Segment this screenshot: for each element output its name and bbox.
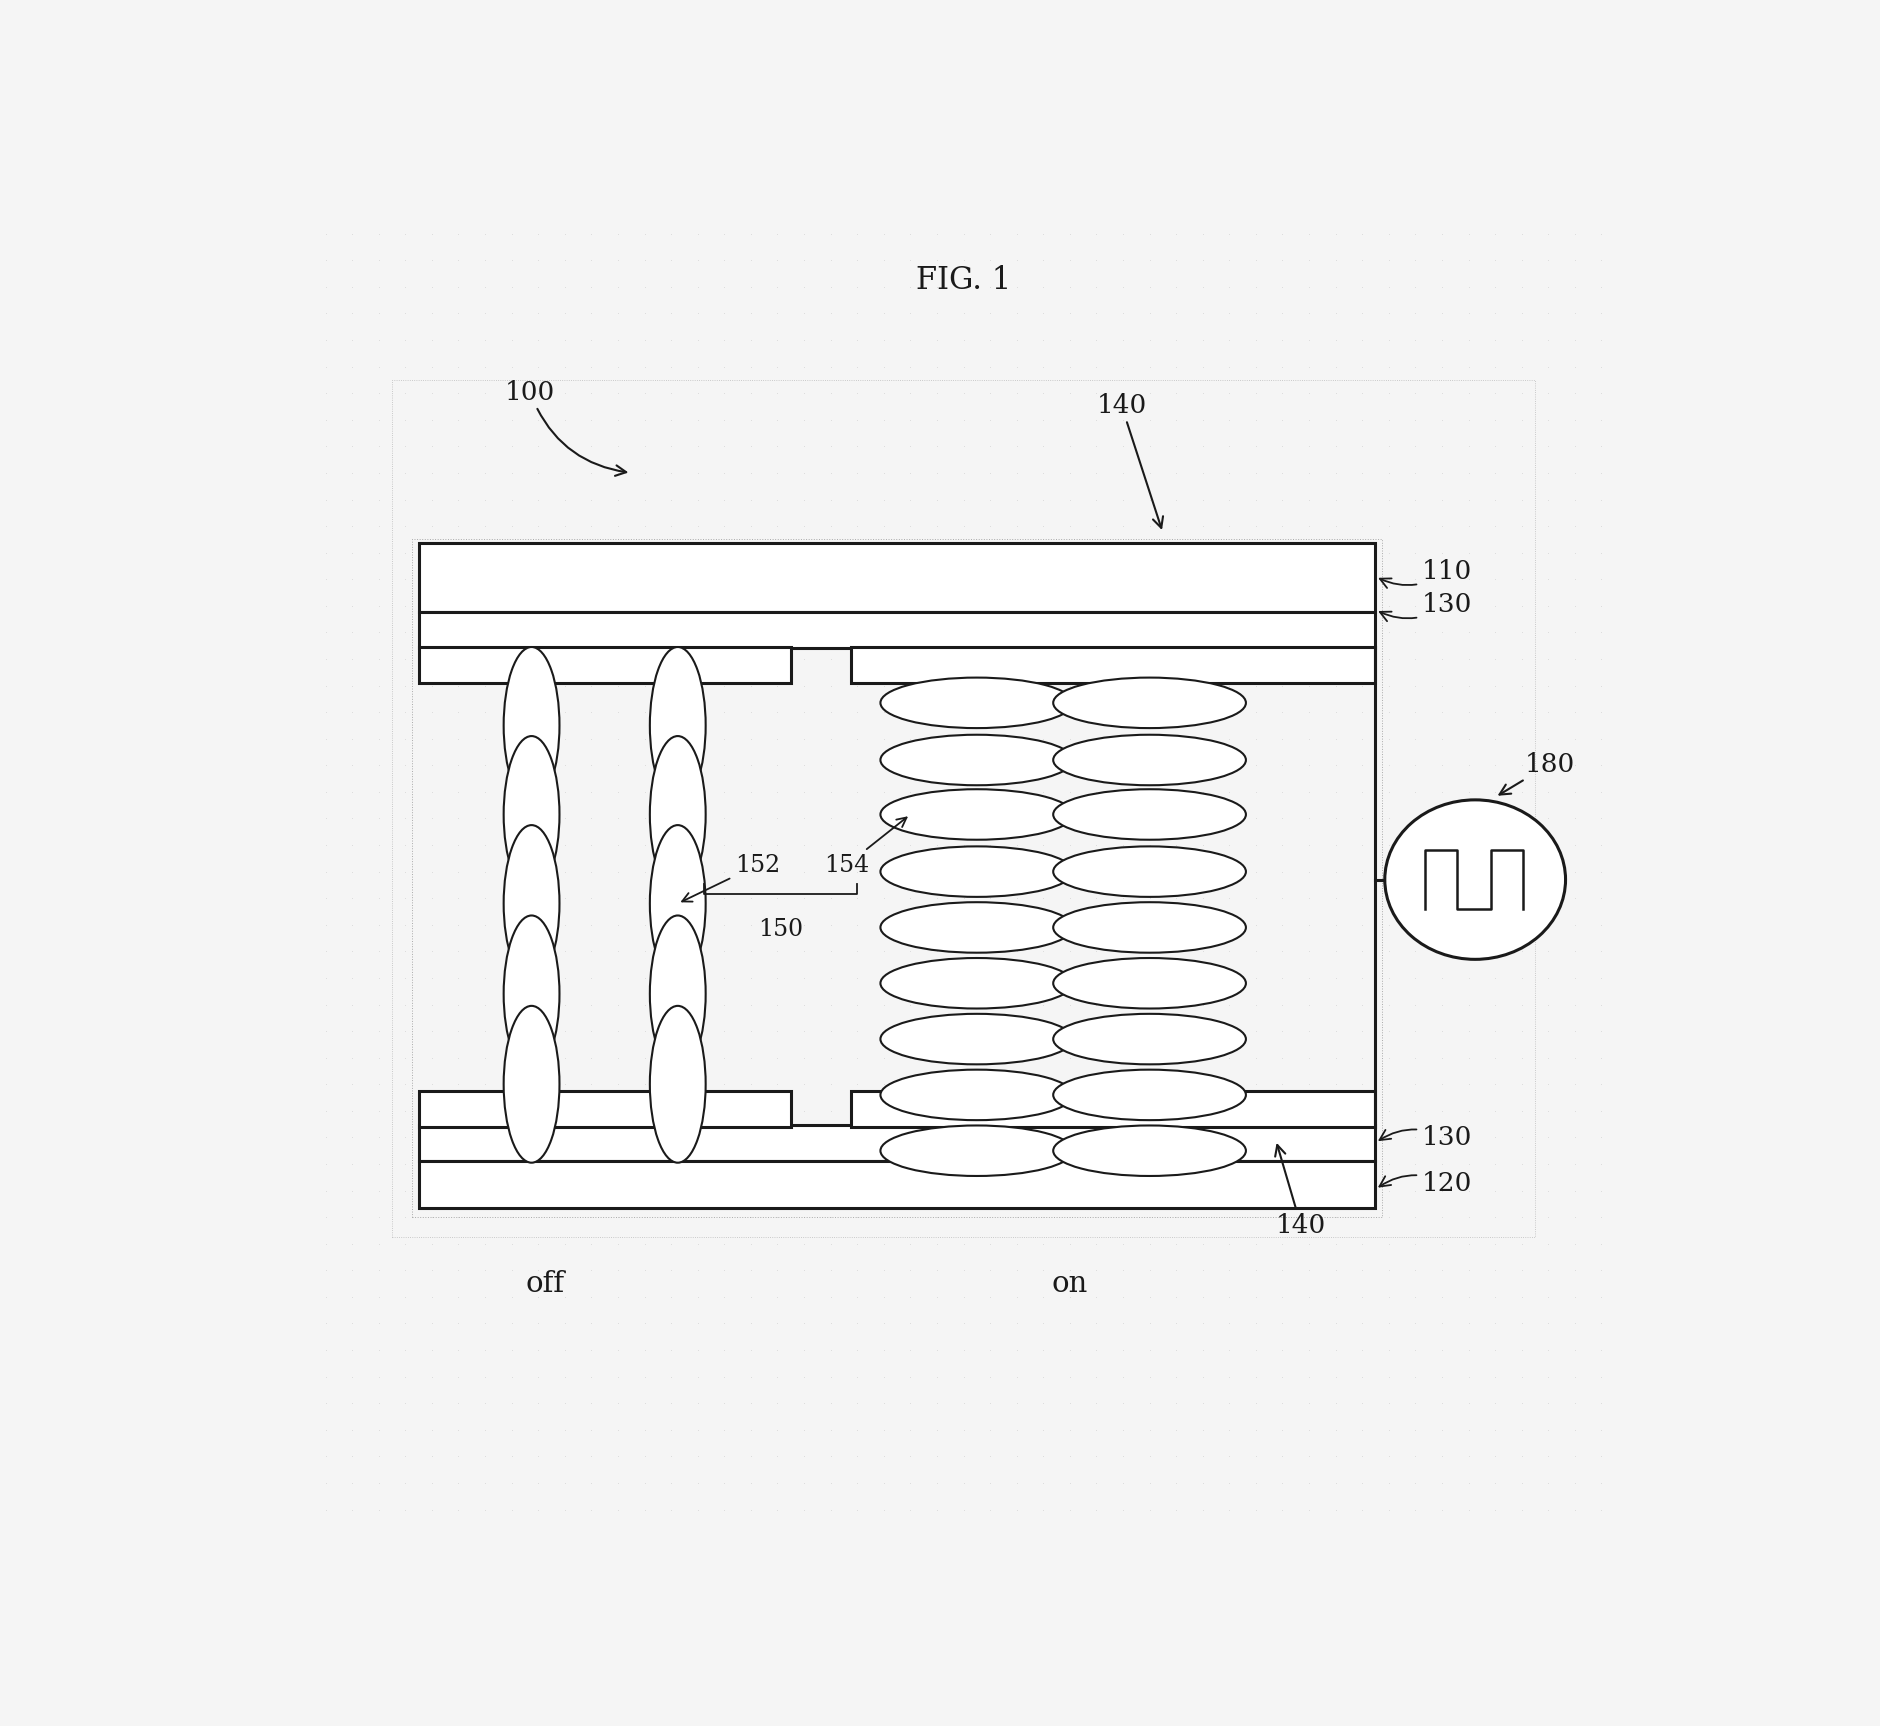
Ellipse shape (1053, 789, 1246, 841)
Text: 150: 150 (758, 918, 803, 941)
Ellipse shape (504, 735, 560, 892)
Ellipse shape (504, 825, 560, 982)
Text: 130: 130 (1380, 1125, 1472, 1151)
Bar (419, 647, 791, 683)
Ellipse shape (880, 1125, 1073, 1175)
Ellipse shape (880, 789, 1073, 841)
Ellipse shape (1053, 846, 1246, 898)
Text: off: off (525, 1270, 564, 1298)
Text: 152: 152 (682, 854, 780, 901)
Ellipse shape (880, 958, 1073, 1008)
Ellipse shape (1053, 903, 1246, 953)
Ellipse shape (650, 825, 705, 982)
Bar (419, 613, 1376, 649)
Bar (419, 1162, 1376, 1208)
Ellipse shape (880, 678, 1073, 728)
Text: 154: 154 (823, 818, 906, 877)
Text: 100: 100 (506, 380, 626, 476)
Bar (412, 540, 1382, 1217)
Bar (419, 1125, 1376, 1162)
Text: 180: 180 (1500, 753, 1575, 794)
Text: FIG. 1: FIG. 1 (916, 264, 1011, 295)
Ellipse shape (504, 1006, 560, 1163)
Bar (419, 544, 1376, 613)
Ellipse shape (650, 647, 705, 804)
Text: on: on (1051, 1270, 1089, 1298)
Text: 140: 140 (1275, 1144, 1325, 1238)
Ellipse shape (650, 1006, 705, 1163)
Ellipse shape (1053, 1070, 1246, 1120)
Ellipse shape (1053, 1125, 1246, 1175)
Ellipse shape (1053, 735, 1246, 785)
Bar (850, 1091, 1376, 1127)
Bar (393, 380, 1534, 1238)
Ellipse shape (650, 915, 705, 1072)
Text: 130: 130 (1380, 592, 1472, 621)
Ellipse shape (880, 1013, 1073, 1065)
Ellipse shape (504, 915, 560, 1072)
Ellipse shape (650, 735, 705, 892)
Text: 110: 110 (1380, 559, 1472, 589)
Ellipse shape (1053, 678, 1246, 728)
Ellipse shape (880, 903, 1073, 953)
Ellipse shape (880, 1070, 1073, 1120)
Ellipse shape (880, 846, 1073, 898)
Bar (850, 647, 1376, 683)
Bar (419, 1091, 791, 1127)
Ellipse shape (504, 647, 560, 804)
Text: 120: 120 (1380, 1170, 1472, 1196)
Ellipse shape (880, 735, 1073, 785)
Text: 140: 140 (1096, 394, 1164, 528)
Ellipse shape (1053, 958, 1246, 1008)
Ellipse shape (1386, 799, 1566, 960)
Ellipse shape (1053, 1013, 1246, 1065)
